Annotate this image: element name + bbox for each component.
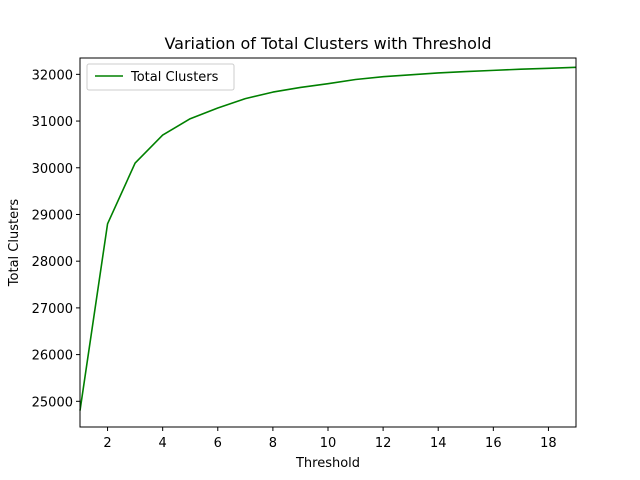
plot-area — [80, 58, 576, 427]
x-tick-label: 2 — [103, 436, 111, 451]
x-tick-label: 4 — [159, 436, 167, 451]
ticks-layer: 2 4 6 8 10 12 14 16 18 25000 26000 27000 28000 29000 3… — [32, 68, 557, 451]
x-tick-label: 18 — [540, 436, 557, 451]
series-line-total-clusters — [79, 66, 577, 411]
series-layer — [79, 66, 577, 411]
x-tick-label: 12 — [375, 436, 392, 451]
y-tick-label: 27000 — [32, 302, 73, 317]
x-axis-label: Threshold — [295, 456, 360, 471]
x-tick-label: 10 — [320, 436, 337, 451]
x-tick-label: 14 — [430, 436, 447, 451]
x-tick-label: 6 — [214, 436, 222, 451]
y-tick-label: 29000 — [32, 208, 73, 223]
y-tick-label: 30000 — [32, 162, 73, 177]
y-tick-label: 32000 — [32, 68, 73, 83]
plot-frame — [79, 57, 577, 428]
y-axis-label: Total Clusters — [7, 199, 22, 288]
y-tick-label: 28000 — [32, 255, 73, 270]
x-tick-label: 8 — [269, 436, 277, 451]
x-tick-label: 16 — [485, 436, 502, 451]
y-tick-label: 26000 — [32, 349, 73, 364]
y-tick-label: 31000 — [32, 115, 73, 130]
legend-label: Total Clusters — [130, 70, 219, 85]
legend-frame — [86, 63, 235, 91]
legend: Total Clusters — [86, 63, 235, 91]
y-tick-label: 25000 — [32, 395, 73, 410]
chart-title: Variation of Total Clusters with Thresho… — [164, 34, 491, 53]
